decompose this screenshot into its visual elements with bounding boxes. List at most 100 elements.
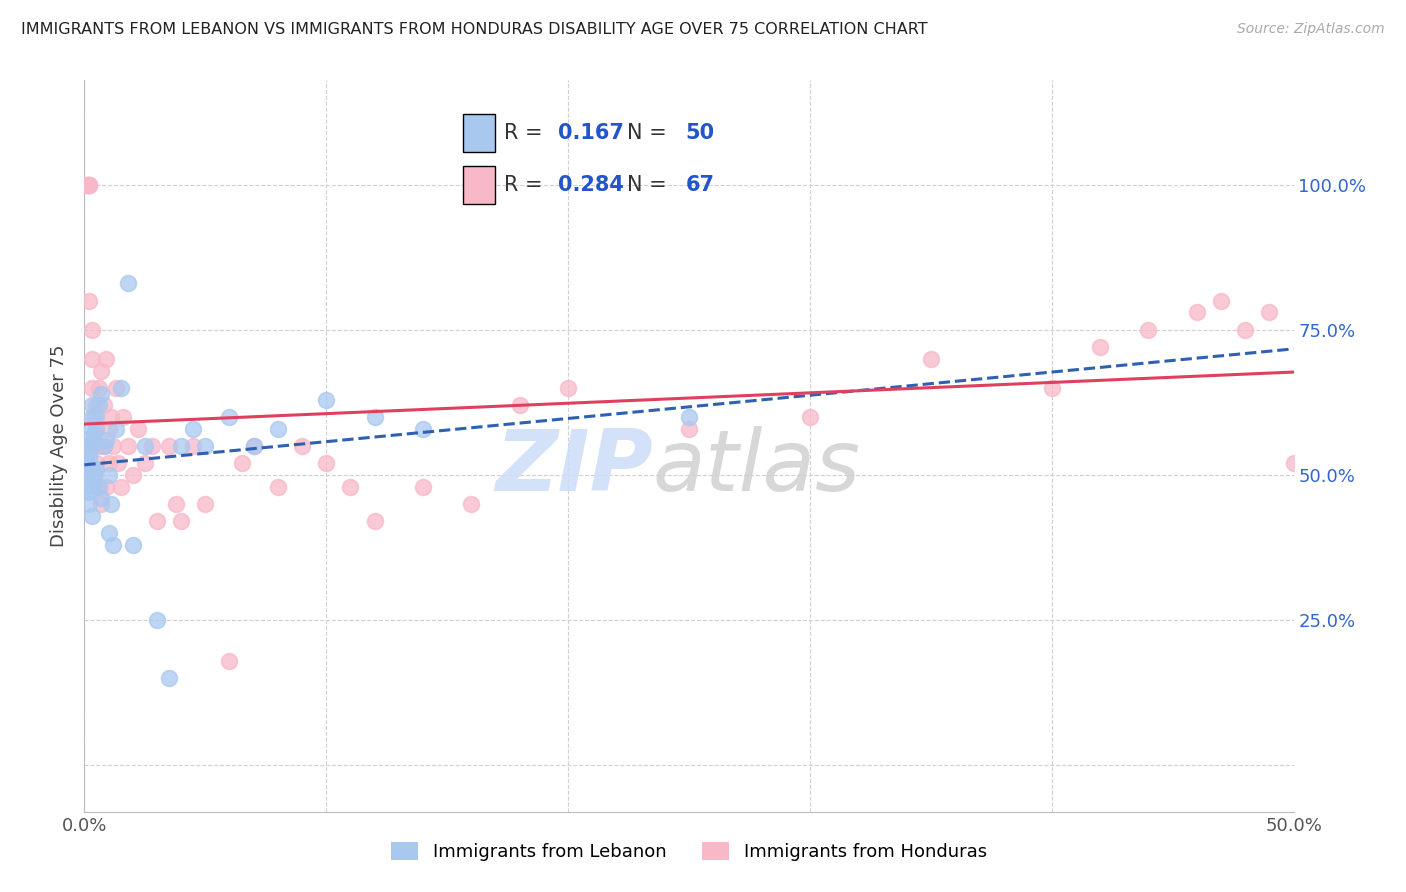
Point <box>77 485 100 500</box>
Point <box>77 178 100 192</box>
Point <box>103 538 125 552</box>
Point <box>87 480 110 494</box>
Point <box>412 480 434 494</box>
Point <box>412 421 434 435</box>
Point <box>104 421 127 435</box>
Point <box>87 439 110 453</box>
Point <box>83 468 105 483</box>
Point <box>86 409 108 424</box>
Point <box>86 462 108 476</box>
Point <box>460 497 482 511</box>
Point <box>76 480 98 494</box>
Point <box>509 398 531 412</box>
Point <box>87 398 110 412</box>
Point <box>1282 457 1305 471</box>
Point <box>90 497 112 511</box>
Point <box>86 457 108 471</box>
Point <box>80 409 103 424</box>
Point <box>141 439 163 453</box>
Point <box>87 480 110 494</box>
Point <box>77 178 100 192</box>
Point <box>76 457 98 471</box>
Point <box>920 351 942 366</box>
Point <box>157 439 180 453</box>
Point <box>1234 323 1257 337</box>
Point <box>231 457 253 471</box>
Point <box>218 654 240 668</box>
Point <box>110 480 132 494</box>
Point <box>77 293 100 308</box>
Point <box>1185 305 1208 319</box>
Point <box>678 421 700 435</box>
Point <box>80 421 103 435</box>
Point <box>267 480 290 494</box>
Point <box>93 439 115 453</box>
Point <box>363 409 385 424</box>
Point <box>1209 293 1232 308</box>
Point <box>170 439 193 453</box>
Point <box>83 468 105 483</box>
Point <box>80 462 103 476</box>
Point <box>77 178 100 192</box>
Point <box>94 351 117 366</box>
Point <box>97 421 120 435</box>
Point <box>93 398 115 412</box>
Point <box>315 392 337 407</box>
Point <box>134 439 156 453</box>
Point <box>76 178 98 192</box>
Point <box>181 439 204 453</box>
Point <box>112 409 135 424</box>
Point <box>83 409 105 424</box>
Point <box>100 497 122 511</box>
Point <box>83 433 105 447</box>
Point <box>94 480 117 494</box>
Point <box>77 450 100 465</box>
Point <box>799 409 821 424</box>
Point <box>76 468 98 483</box>
Point <box>83 439 105 453</box>
Point <box>557 381 579 395</box>
Point <box>77 433 100 447</box>
Point <box>97 457 120 471</box>
Point <box>194 497 217 511</box>
Point <box>80 351 103 366</box>
Point <box>339 480 361 494</box>
Y-axis label: Disability Age Over 75: Disability Age Over 75 <box>51 344 69 548</box>
Point <box>76 439 98 453</box>
Point <box>121 538 143 552</box>
Point <box>315 457 337 471</box>
Point <box>181 421 204 435</box>
Point <box>86 398 108 412</box>
Point <box>76 178 98 192</box>
Point <box>134 457 156 471</box>
Point <box>110 381 132 395</box>
Point <box>242 439 264 453</box>
Point <box>146 613 169 627</box>
Point <box>80 398 103 412</box>
Point <box>194 439 217 453</box>
Text: Source: ZipAtlas.com: Source: ZipAtlas.com <box>1237 22 1385 37</box>
Point <box>90 491 112 506</box>
Point <box>242 439 264 453</box>
Point <box>157 671 180 685</box>
Point <box>100 409 122 424</box>
Point <box>90 363 112 377</box>
Point <box>80 474 103 488</box>
Point <box>1088 340 1111 354</box>
Point <box>90 386 112 401</box>
Text: atlas: atlas <box>652 426 860 509</box>
Point <box>121 468 143 483</box>
Point <box>107 457 129 471</box>
Point <box>1137 323 1160 337</box>
Point <box>83 480 105 494</box>
Point <box>127 421 149 435</box>
Point <box>97 526 120 541</box>
Point <box>86 421 108 435</box>
Point <box>83 427 105 442</box>
Point <box>146 515 169 529</box>
Point <box>97 468 120 483</box>
Point <box>1258 305 1281 319</box>
Point <box>77 445 100 459</box>
Point <box>291 439 314 453</box>
Point <box>104 381 127 395</box>
